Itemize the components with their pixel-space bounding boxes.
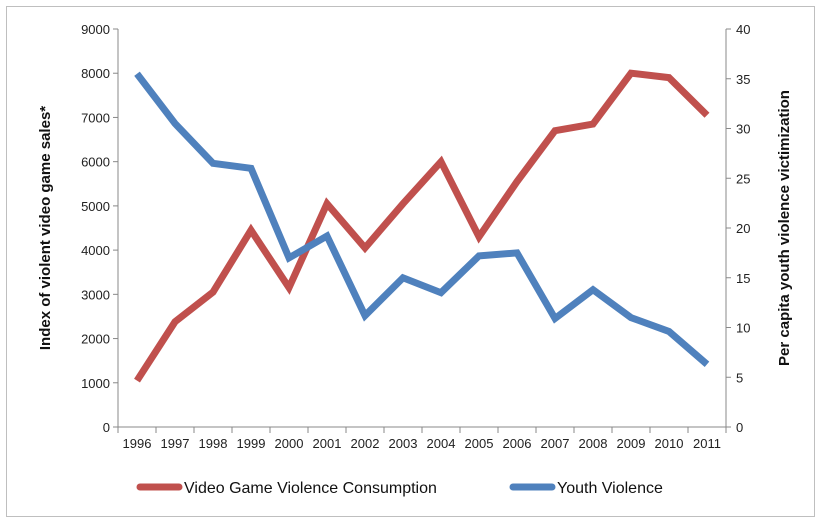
right-tick-label: 20	[736, 221, 750, 236]
x-tick-label: 2007	[541, 436, 570, 451]
right-tick-label: 35	[736, 72, 750, 87]
legend-label-video-game: Video Game Violence Consumption	[184, 480, 437, 497]
left-tick-label: 8000	[81, 66, 110, 81]
right-tick-label: 40	[736, 22, 750, 37]
series-lines	[134, 69, 710, 383]
x-tick-label: 2005	[465, 436, 494, 451]
left-tick-label: 6000	[81, 155, 110, 170]
right-tick-label: 0	[736, 420, 743, 435]
right-tick-label: 5	[736, 370, 743, 385]
x-axis-ticks: 1996 1997 1998 1999 2000 2001 2002 2003 2004 2005…	[117, 427, 727, 451]
x-tick-label: 2003	[389, 436, 418, 451]
right-axis-ticks: 0 5 10 15 20 25 30 35 40	[726, 22, 750, 435]
series-line-video-game-violence	[134, 69, 710, 383]
right-tick-label: 10	[736, 321, 750, 336]
left-tick-label: 2000	[81, 332, 110, 347]
left-tick-label: 4000	[81, 243, 110, 258]
x-tick-label: 2010	[655, 436, 684, 451]
x-tick-label: 1998	[199, 436, 228, 451]
x-tick-label: 2001	[313, 436, 342, 451]
right-tick-label: 25	[736, 171, 750, 186]
x-tick-label: 2000	[275, 436, 304, 451]
legend: Video Game Violence Consumption Youth Vi…	[136, 480, 663, 497]
x-tick-label: 2002	[351, 436, 380, 451]
left-axis-ticks: 0 1000 2000 3000 4000 5000 6000 7000 8000 9000	[81, 22, 118, 435]
left-tick-label: 7000	[81, 110, 110, 125]
left-axis-title: Index of violent video game sales*	[37, 106, 54, 350]
x-tick-label: 2011	[693, 436, 721, 451]
left-tick-label: 1000	[81, 376, 110, 391]
right-tick-label: 30	[736, 122, 750, 137]
right-axis-title: Per capita youth violence victimization	[776, 90, 793, 366]
right-tick-label: 15	[736, 271, 750, 286]
x-tick-label: 2008	[579, 436, 608, 451]
legend-label-youth-violence: Youth Violence	[557, 480, 663, 497]
x-tick-label: 2004	[427, 436, 456, 451]
x-tick-label: 2006	[503, 436, 532, 451]
axes	[117, 29, 727, 428]
left-tick-label: 5000	[81, 199, 110, 214]
left-tick-label: 0	[103, 420, 110, 435]
x-tick-label: 1996	[123, 436, 152, 451]
series-line-youth-violence	[134, 71, 710, 367]
left-tick-label: 3000	[81, 287, 110, 302]
x-tick-label: 2009	[617, 436, 646, 451]
x-tick-label: 1999	[237, 436, 266, 451]
x-tick-label: 1997	[161, 436, 190, 451]
left-tick-label: 9000	[81, 22, 110, 37]
